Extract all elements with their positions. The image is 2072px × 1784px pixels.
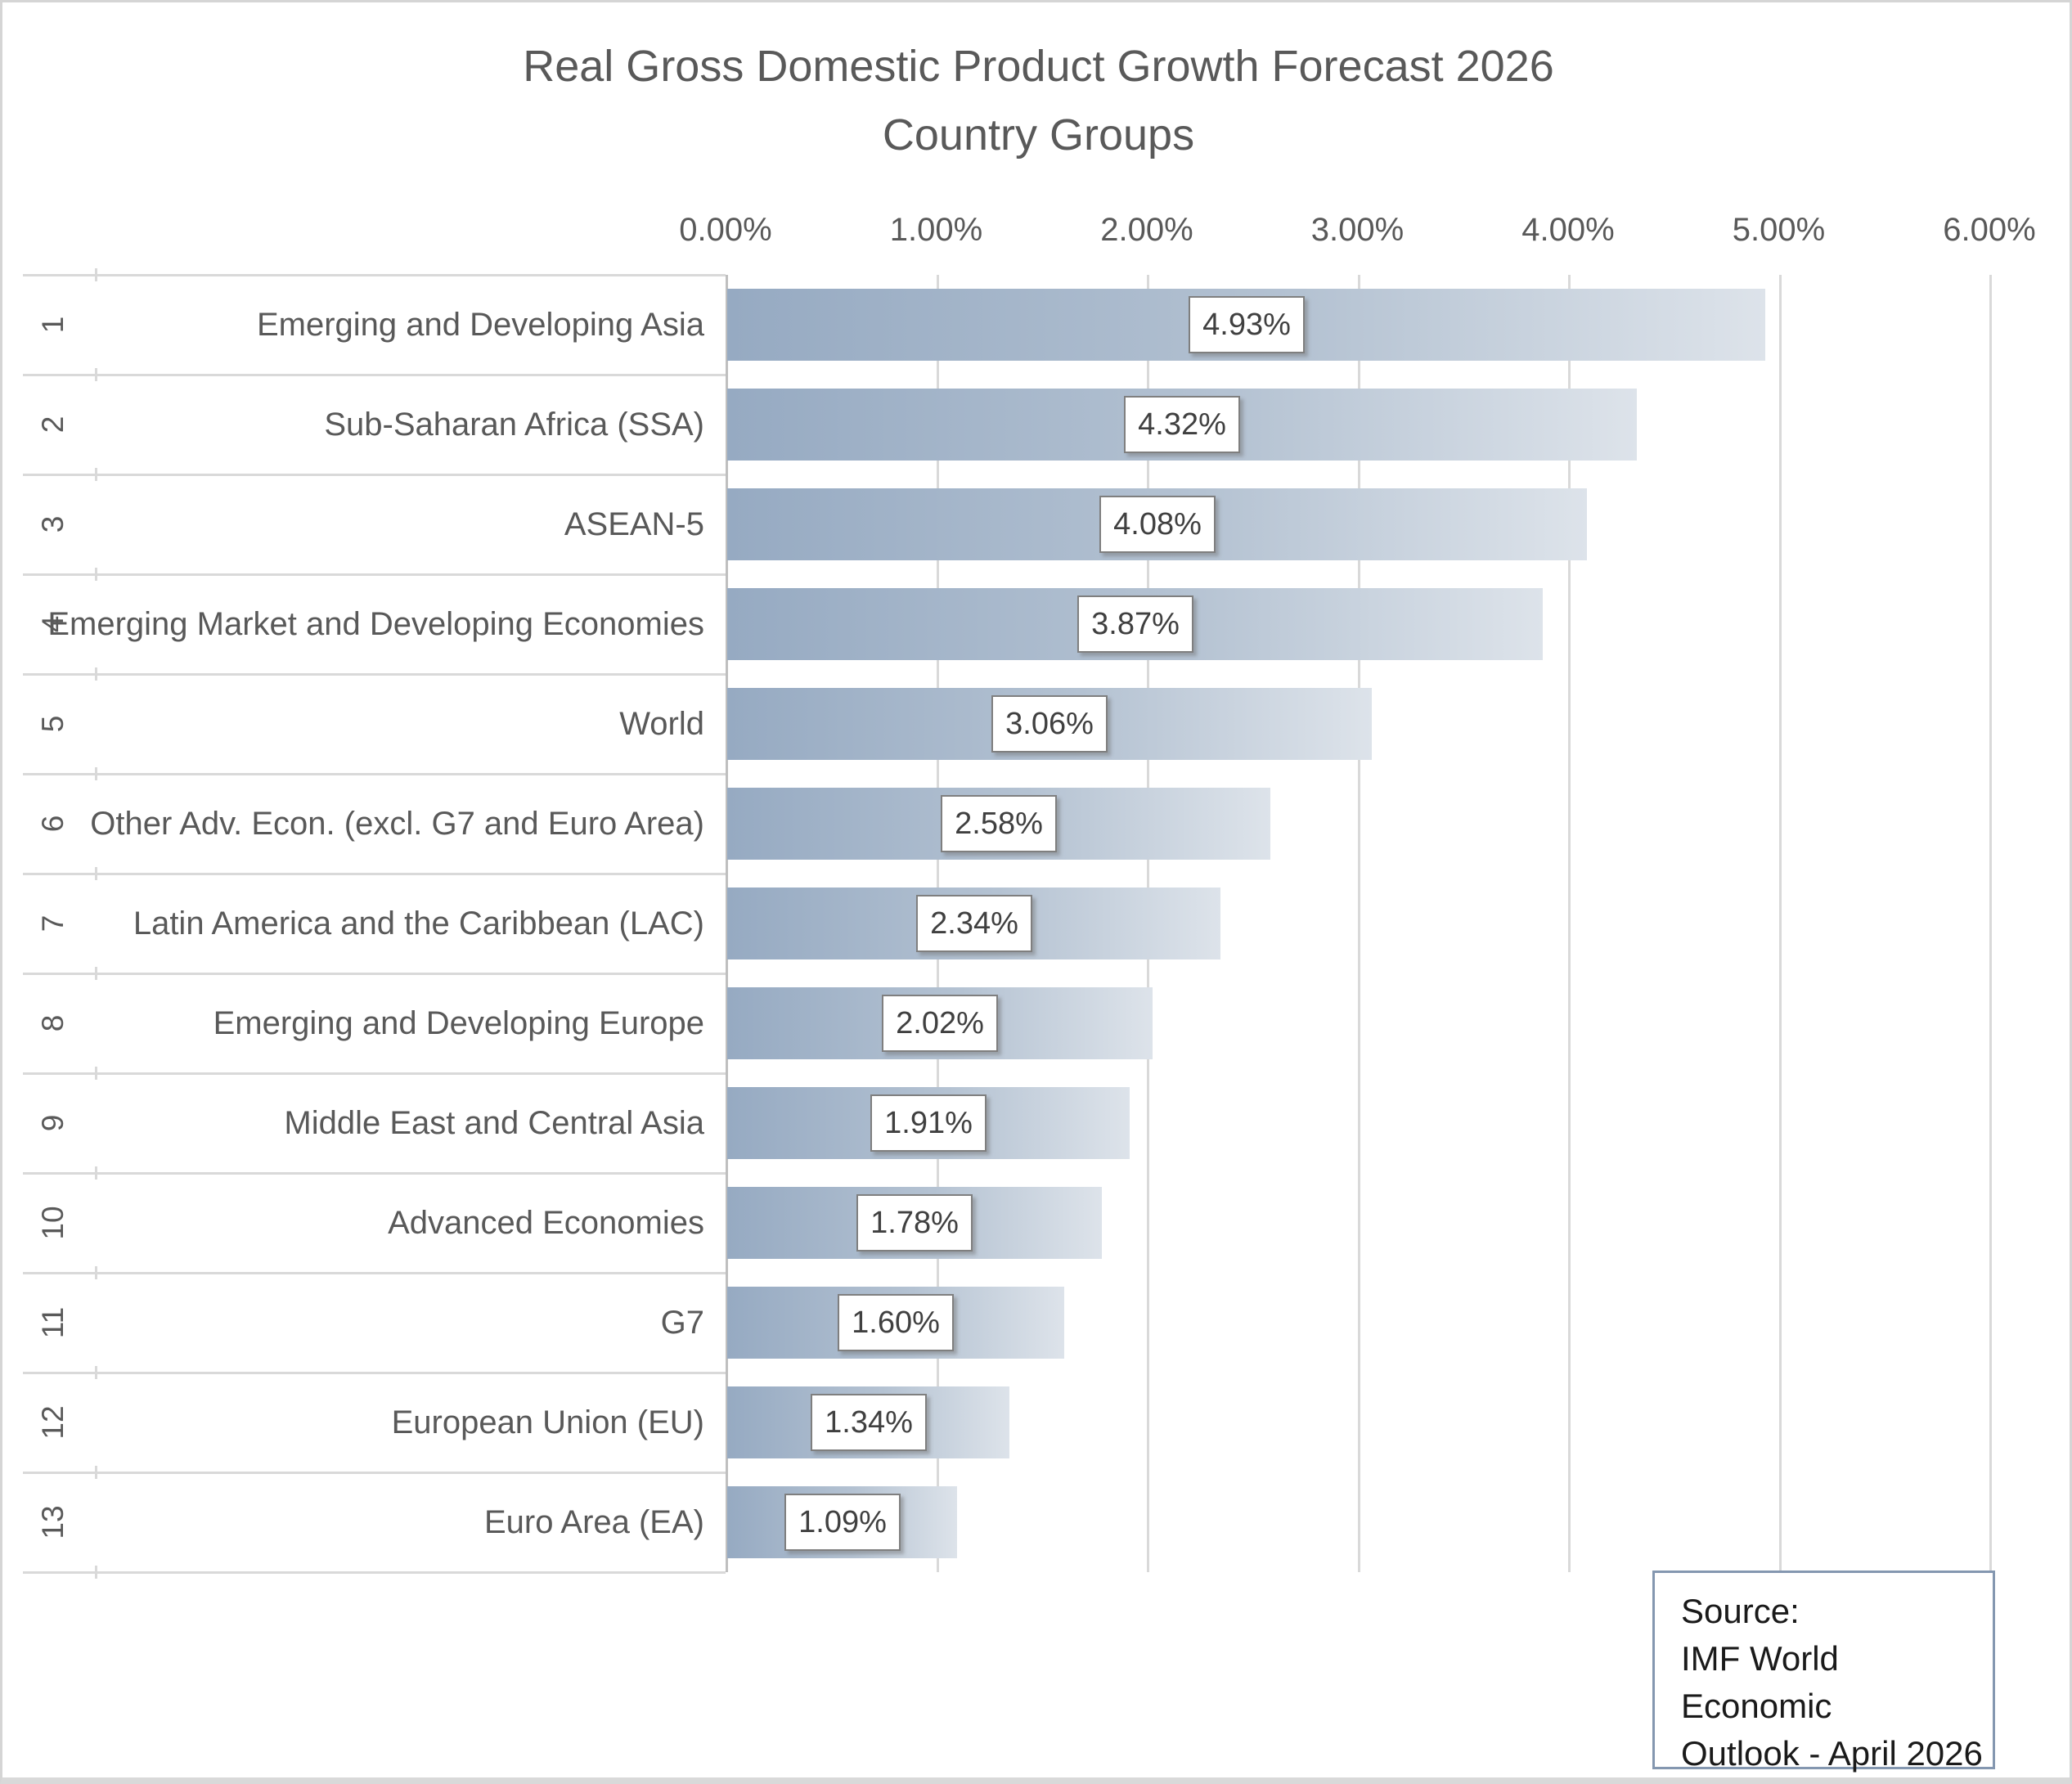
- chart-title-line1: Real Gross Domestic Product Growth Forec…: [523, 42, 1554, 91]
- value-label: 4.32%: [1124, 396, 1240, 453]
- gridline: [1568, 275, 1571, 1572]
- row-separator: [23, 1072, 726, 1075]
- row-separator: [23, 673, 726, 676]
- row-separator: [23, 374, 726, 376]
- chart-title-line2: Country Groups: [882, 110, 1195, 160]
- axis-tick: [95, 268, 97, 281]
- row-separator: [23, 1172, 726, 1175]
- row-separator: [23, 1571, 726, 1574]
- row-separator: [23, 573, 726, 576]
- axis-tick: [95, 1466, 97, 1479]
- category-label: Emerging and Developing Europe: [213, 1004, 704, 1041]
- row-number: 13: [36, 1505, 70, 1539]
- row-separator: [23, 274, 726, 276]
- source-box: Source: IMF World Economic Outlook - Apr…: [1652, 1571, 1995, 1773]
- axis-tick: [95, 1366, 97, 1379]
- axis-tick: [95, 468, 97, 481]
- row-number: 2: [36, 416, 70, 434]
- value-label: 4.93%: [1189, 296, 1305, 353]
- row-number: 1: [36, 316, 70, 334]
- value-label: 3.87%: [1077, 595, 1193, 653]
- gridline: [1989, 275, 1992, 1572]
- value-label: 3.06%: [991, 695, 1108, 753]
- row-separator: [23, 873, 726, 875]
- value-label: 2.02%: [882, 995, 998, 1052]
- row-number: 7: [36, 914, 70, 932]
- category-label: Latin America and the Caribbean (LAC): [133, 905, 704, 941]
- row-separator: [23, 474, 726, 476]
- row-separator: [23, 1472, 726, 1474]
- category-label: Advanced Economies: [388, 1204, 704, 1241]
- gridline: [1358, 275, 1360, 1572]
- row-separator: [23, 973, 726, 975]
- row-number: 11: [36, 1306, 70, 1339]
- axis-tick: [95, 1266, 97, 1279]
- value-label: 1.91%: [870, 1094, 987, 1152]
- category-label: Middle East and Central Asia: [284, 1104, 704, 1141]
- value-label: 1.78%: [856, 1194, 973, 1251]
- gridline: [1779, 275, 1782, 1572]
- row-separator: [23, 1372, 726, 1374]
- category-label: Other Adv. Econ. (excl. G7 and Euro Area…: [90, 805, 704, 842]
- axis-tick-label: 4.00%: [1521, 212, 1615, 248]
- row-number: 10: [36, 1206, 70, 1240]
- axis-tick-label: 0.00%: [679, 212, 772, 248]
- value-label: 1.34%: [811, 1394, 927, 1451]
- row-number: 9: [36, 1114, 70, 1132]
- category-label: Sub-Saharan Africa (SSA): [324, 406, 704, 443]
- source-text-line1: IMF World Economic: [1681, 1639, 1839, 1725]
- category-label: World: [619, 705, 704, 742]
- axis-tick: [95, 368, 97, 381]
- axis-tick: [95, 568, 97, 581]
- row-number: 6: [36, 815, 70, 833]
- axis-tick-label: 1.00%: [889, 212, 983, 248]
- axis-tick: [95, 1166, 97, 1180]
- value-label: 1.09%: [784, 1494, 901, 1551]
- value-label: 2.34%: [916, 895, 1032, 952]
- chart-title: Real Gross Domestic Product Growth Forec…: [2, 32, 2070, 169]
- row-number: 5: [36, 715, 70, 733]
- row-number: 8: [36, 1014, 70, 1032]
- category-label: European Union (EU): [391, 1404, 704, 1440]
- row-number: 3: [36, 515, 70, 533]
- value-label: 2.58%: [941, 795, 1057, 852]
- row-separator: [23, 1272, 726, 1274]
- axis-tick-label: 3.00%: [1310, 212, 1405, 248]
- value-label: 1.60%: [838, 1294, 954, 1351]
- row-separator: [23, 773, 726, 775]
- source-text-line2: Outlook - April 2026: [1681, 1734, 1983, 1773]
- category-label: Euro Area (EA): [483, 1503, 704, 1540]
- category-label: Emerging and Developing Asia: [256, 306, 704, 343]
- row-number: 12: [36, 1405, 70, 1440]
- source-label: Source:: [1681, 1592, 1800, 1630]
- category-axis-line: [726, 275, 728, 1572]
- category-label: G7: [660, 1304, 704, 1341]
- axis-tick: [95, 1067, 97, 1080]
- axis-tick: [95, 967, 97, 980]
- axis-tick: [95, 1566, 97, 1579]
- axis-tick-label: 6.00%: [1943, 212, 2036, 248]
- axis-tick: [95, 667, 97, 681]
- category-label: Emerging Market and Developing Economies: [47, 605, 704, 642]
- value-label: 4.08%: [1099, 496, 1216, 553]
- axis-tick: [95, 767, 97, 780]
- axis-tick: [95, 867, 97, 880]
- axis-tick-label: 2.00%: [1100, 212, 1193, 248]
- axis-tick-label: 5.00%: [1732, 212, 1826, 248]
- category-label: ASEAN-5: [564, 506, 704, 542]
